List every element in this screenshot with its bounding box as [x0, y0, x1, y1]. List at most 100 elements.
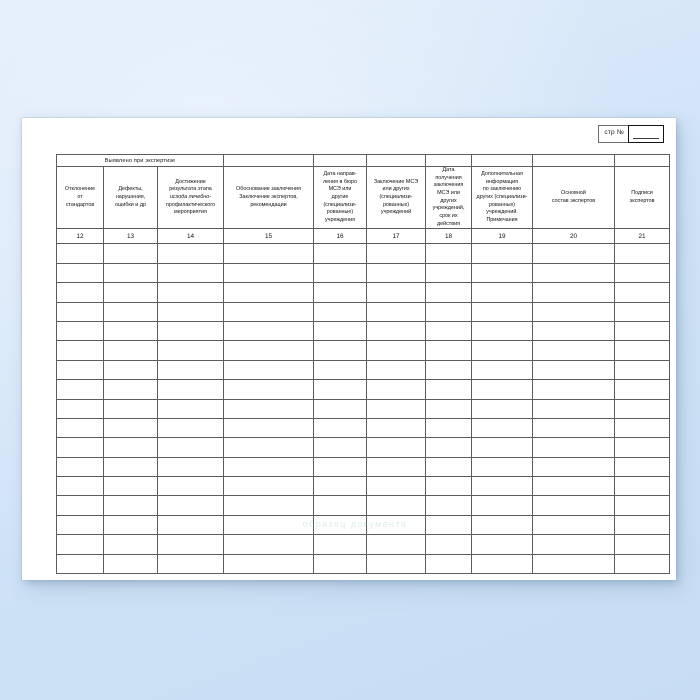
cell-20[interactable] — [532, 553, 615, 575]
cell-18[interactable] — [425, 359, 472, 381]
cell-14[interactable] — [157, 340, 224, 361]
cell-16[interactable] — [313, 301, 367, 322]
cell-20[interactable] — [532, 379, 615, 400]
cell-14[interactable] — [157, 320, 224, 342]
cell-20[interactable] — [532, 417, 615, 439]
cell-15[interactable] — [223, 243, 314, 264]
cell-12[interactable] — [56, 514, 104, 536]
cell-17[interactable] — [366, 262, 426, 284]
cell-18[interactable] — [425, 534, 472, 555]
cell-18[interactable] — [425, 553, 472, 575]
cell-20[interactable] — [532, 282, 615, 303]
cell-15[interactable] — [223, 379, 314, 400]
cell-19[interactable] — [471, 243, 533, 264]
cell-16[interactable] — [313, 398, 367, 419]
cell-21[interactable] — [614, 262, 670, 284]
cell-13[interactable] — [103, 243, 158, 264]
cell-17[interactable] — [366, 476, 426, 497]
cell-14[interactable] — [157, 456, 224, 478]
cell-14[interactable] — [157, 514, 224, 536]
cell-21[interactable] — [614, 282, 670, 303]
cell-15[interactable] — [223, 398, 314, 419]
cell-18[interactable] — [425, 262, 472, 284]
cell-14[interactable] — [157, 282, 224, 303]
cell-19[interactable] — [471, 456, 533, 478]
cell-16[interactable] — [313, 514, 367, 536]
cell-17[interactable] — [366, 495, 426, 516]
cell-18[interactable] — [425, 476, 472, 497]
cell-12[interactable] — [56, 379, 104, 400]
cell-15[interactable] — [223, 320, 314, 342]
cell-17[interactable] — [366, 282, 426, 303]
cell-15[interactable] — [223, 476, 314, 497]
cell-13[interactable] — [103, 359, 158, 381]
cell-13[interactable] — [103, 456, 158, 478]
cell-12[interactable] — [56, 437, 104, 458]
cell-21[interactable] — [614, 534, 670, 555]
cell-15[interactable] — [223, 417, 314, 439]
cell-12[interactable] — [56, 282, 104, 303]
cell-16[interactable] — [313, 417, 367, 439]
cell-20[interactable] — [532, 243, 615, 264]
cell-15[interactable] — [223, 437, 314, 458]
cell-19[interactable] — [471, 417, 533, 439]
cell-14[interactable] — [157, 262, 224, 284]
cell-13[interactable] — [103, 379, 158, 400]
cell-19[interactable] — [471, 495, 533, 516]
cell-18[interactable] — [425, 340, 472, 361]
cell-19[interactable] — [471, 553, 533, 575]
cell-18[interactable] — [425, 495, 472, 516]
cell-19[interactable] — [471, 534, 533, 555]
cell-21[interactable] — [614, 417, 670, 439]
cell-21[interactable] — [614, 476, 670, 497]
cell-12[interactable] — [56, 456, 104, 478]
cell-18[interactable] — [425, 301, 472, 322]
cell-20[interactable] — [532, 398, 615, 419]
cell-15[interactable] — [223, 359, 314, 381]
cell-21[interactable] — [614, 243, 670, 264]
cell-20[interactable] — [532, 301, 615, 322]
cell-16[interactable] — [313, 476, 367, 497]
cell-17[interactable] — [366, 534, 426, 555]
cell-15[interactable] — [223, 262, 314, 284]
cell-13[interactable] — [103, 553, 158, 575]
cell-17[interactable] — [366, 398, 426, 419]
cell-12[interactable] — [56, 262, 104, 284]
cell-16[interactable] — [313, 534, 367, 555]
cell-19[interactable] — [471, 379, 533, 400]
cell-20[interactable] — [532, 262, 615, 284]
cell-20[interactable] — [532, 359, 615, 381]
cell-14[interactable] — [157, 243, 224, 264]
cell-21[interactable] — [614, 301, 670, 322]
cell-17[interactable] — [366, 301, 426, 322]
cell-13[interactable] — [103, 282, 158, 303]
cell-21[interactable] — [614, 340, 670, 361]
cell-12[interactable] — [56, 340, 104, 361]
cell-13[interactable] — [103, 320, 158, 342]
cell-13[interactable] — [103, 340, 158, 361]
cell-20[interactable] — [532, 340, 615, 361]
cell-19[interactable] — [471, 514, 533, 536]
cell-12[interactable] — [56, 495, 104, 516]
cell-16[interactable] — [313, 282, 367, 303]
cell-14[interactable] — [157, 553, 224, 575]
page-number-input[interactable] — [628, 125, 664, 143]
cell-17[interactable] — [366, 320, 426, 342]
cell-17[interactable] — [366, 340, 426, 361]
cell-18[interactable] — [425, 456, 472, 478]
cell-17[interactable] — [366, 417, 426, 439]
cell-16[interactable] — [313, 553, 367, 575]
cell-15[interactable] — [223, 514, 314, 536]
cell-16[interactable] — [313, 456, 367, 478]
cell-21[interactable] — [614, 437, 670, 458]
cell-21[interactable] — [614, 514, 670, 536]
cell-14[interactable] — [157, 379, 224, 400]
cell-21[interactable] — [614, 456, 670, 478]
cell-12[interactable] — [56, 359, 104, 381]
cell-19[interactable] — [471, 320, 533, 342]
cell-16[interactable] — [313, 437, 367, 458]
cell-16[interactable] — [313, 495, 367, 516]
cell-12[interactable] — [56, 553, 104, 575]
cell-19[interactable] — [471, 340, 533, 361]
cell-17[interactable] — [366, 437, 426, 458]
